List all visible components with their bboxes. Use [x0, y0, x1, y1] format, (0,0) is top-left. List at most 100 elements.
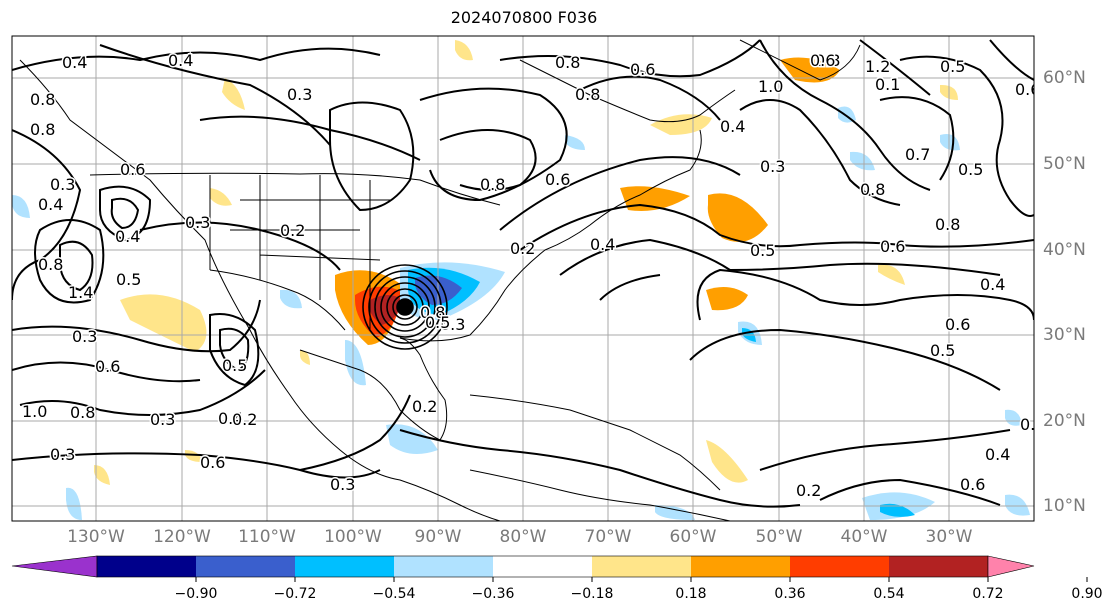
latitude-label: 10°N	[1043, 496, 1086, 516]
contour-line	[19, 369, 266, 416]
contour-label: 0.4	[218, 409, 243, 428]
contour-label: 0.6	[960, 475, 985, 494]
contour-label: 0.6	[200, 453, 225, 472]
contour-ring	[380, 282, 430, 332]
colorbar-cell	[790, 556, 889, 577]
contour-label: 1.0	[758, 77, 783, 96]
longitude-label: 120°W	[153, 527, 211, 547]
colorbar-cells	[96, 555, 989, 578]
colorbar-cell	[97, 556, 196, 577]
contour-label: 0.1	[875, 75, 900, 94]
anomaly-negative-light	[12, 195, 30, 218]
contour-label: 0.8	[860, 180, 885, 199]
anomaly-positive-light	[650, 114, 712, 135]
contour-label: 0.5	[425, 313, 450, 332]
contour-line	[739, 99, 901, 206]
contour-label: 0.3	[185, 213, 210, 232]
contour-label: 0.8	[935, 215, 960, 234]
anomaly-positive-light	[120, 294, 207, 352]
contour-line	[439, 129, 537, 191]
contour-line	[34, 219, 105, 304]
contour-label: 0.2	[510, 239, 535, 258]
contour-label: 0.3	[440, 315, 465, 334]
contour-label: 0.5	[958, 160, 983, 179]
longitude-label: 30°W	[925, 527, 973, 547]
anomaly-negative-light	[565, 135, 585, 150]
border-us-mexico	[209, 269, 346, 331]
coastline-atlantic-us	[399, 129, 702, 342]
contour-label: 0.4	[985, 445, 1010, 464]
border-canada-us	[89, 172, 501, 206]
contour-ring	[362, 264, 448, 350]
coastline-caribbean	[469, 394, 721, 491]
contours	[12, 39, 1034, 508]
anomaly-negative-light	[345, 340, 366, 386]
colorbar-tick-label: −0.18	[570, 586, 614, 602]
contour-label: 0.6	[545, 170, 570, 189]
colorbar	[11, 555, 1088, 582]
contour-line	[859, 39, 931, 96]
contour-label: 0.4	[62, 53, 87, 72]
latitude-label: 30°N	[1043, 325, 1086, 345]
anomaly-positive-light	[210, 188, 232, 206]
contour-line	[579, 75, 721, 121]
colorbar-tick-label: −0.90	[174, 586, 218, 602]
colorbar-tick-label: −0.54	[372, 586, 416, 602]
contour-line	[599, 274, 661, 301]
coastline-greenland	[739, 39, 861, 81]
latitude-label: 40°N	[1043, 240, 1086, 260]
anomaly-negative-light	[940, 134, 960, 151]
contour-label: 0.6	[945, 315, 970, 334]
contour-label: 0.3	[72, 327, 97, 346]
contour-line	[110, 197, 140, 230]
anomaly-positive-light	[94, 465, 110, 485]
contour-line	[12, 47, 381, 71]
contour-ring	[386, 288, 424, 326]
contour-label: 0.5	[940, 57, 965, 76]
contour-label: 0.4	[168, 51, 193, 70]
contour-line	[499, 156, 741, 231]
contour-line	[12, 129, 82, 301]
colorbar-ticks	[195, 577, 1088, 582]
contour-line	[696, 268, 1034, 321]
longitude-label: 90°W	[414, 527, 462, 547]
contour-ring	[392, 294, 418, 320]
contour-label: 1.4	[68, 283, 93, 302]
contour-label: 0.6	[95, 357, 120, 376]
contour-label: 0.2	[232, 410, 257, 429]
contour-label: 1.2	[865, 57, 890, 76]
colorbar-tick-label: 0.90	[1071, 586, 1103, 602]
cyclone-center	[396, 298, 414, 316]
anomaly-positive-light	[222, 78, 245, 110]
contour-label: 0.3	[150, 410, 175, 429]
contour-label: 0.3	[50, 445, 75, 464]
contour-line	[759, 429, 1011, 471]
anomaly-positive-light	[878, 264, 905, 285]
contour-label: 0.5	[116, 270, 141, 289]
contour-labels: 0.40.40.30.80.30.60.40.40.81.40.50.30.60…	[21, 50, 1035, 502]
contour-label: 0.8	[30, 90, 55, 109]
contour-label: 0.3	[330, 475, 355, 494]
contour-line	[299, 394, 411, 471]
contour-line	[879, 96, 955, 181]
longitude-label: 60°W	[669, 527, 717, 547]
colorbar-tick-label: 0.72	[972, 586, 1004, 602]
contour-label: 0.6	[630, 60, 655, 79]
contour-line	[689, 328, 1001, 391]
colorbar-cell	[493, 556, 592, 577]
contour-label: 0.8	[420, 303, 445, 322]
anomaly-negative-light	[850, 151, 875, 171]
colorbar-cell	[592, 556, 691, 577]
contour-line	[12, 452, 381, 479]
anomaly-negative-light	[386, 424, 438, 454]
latitude-label: 20°N	[1043, 411, 1086, 431]
contour-line	[209, 313, 260, 387]
contour-label: 0.5	[750, 241, 775, 260]
map-frame	[11, 35, 1035, 522]
anomaly-positive-mid	[706, 286, 748, 311]
contour-line	[559, 238, 1001, 276]
contour-line	[199, 115, 421, 161]
contour-label: 0.4	[115, 227, 140, 246]
contour-label: 0.8	[575, 85, 600, 104]
